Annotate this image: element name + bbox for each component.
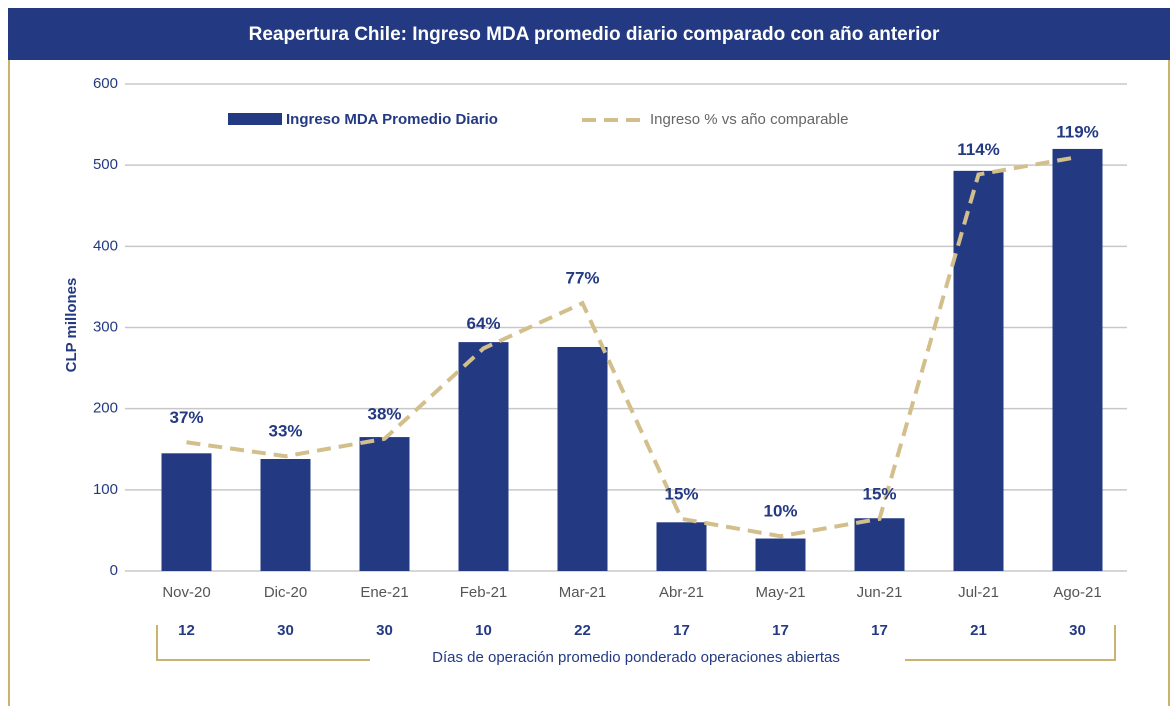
data-label: 114% [957,140,1000,159]
data-label: 77% [565,269,599,288]
y-tick-label: 100 [93,481,118,498]
legend-label: Ingreso MDA Promedio Diario [286,111,498,128]
x-tick-label: Feb-21 [460,584,508,601]
y-tick-label: 200 [93,400,118,417]
header-bar [8,8,1170,60]
bar [260,458,311,571]
data-label: 15% [664,484,698,503]
days-value: 30 [277,622,294,639]
days-caption: Días de operación promedio ponderado ope… [432,649,840,666]
y-tick-label: 400 [93,237,118,254]
data-label: 15% [862,484,896,503]
bar [1052,148,1103,571]
x-tick-label: May-21 [755,584,805,601]
days-value: 21 [970,622,987,639]
days-value: 17 [871,622,888,639]
chart-title: Reapertura Chile: Ingreso MDA promedio d… [249,24,940,45]
x-tick-label: Nov-20 [162,584,210,601]
x-tick-label: Mar-21 [559,584,607,601]
bar [854,518,905,571]
y-tick-label: 0 [110,562,118,579]
line [186,155,1078,539]
bar [359,437,410,571]
days-value: 30 [1069,622,1086,639]
days-value: 17 [772,622,789,639]
x-tick-label: Abr-21 [659,584,704,601]
bar [656,522,707,571]
y-tick-label: 600 [93,75,118,92]
data-label: 119% [1056,123,1099,142]
days-value: 17 [673,622,690,639]
bar [557,346,608,571]
days-bracket [156,625,1116,661]
days-value: 10 [475,622,492,639]
data-label: 37% [169,408,203,427]
x-tick-label: Jul-21 [958,584,999,601]
data-label: 33% [268,422,302,441]
data-label: 10% [763,502,797,521]
x-tick-label: Jun-21 [857,584,903,601]
data-label: 64% [466,314,500,333]
days-value: 22 [574,622,591,639]
bar [458,342,509,571]
x-tick-label: Ene-21 [360,584,408,601]
y-tick-label: 300 [93,318,118,335]
x-tick-label: Dic-20 [264,584,307,601]
bar [161,453,212,571]
data-label: 38% [367,404,401,423]
y-tick-label: 500 [93,156,118,173]
x-tick-label: Ago-21 [1053,584,1101,601]
y-axis-label: CLP millones [63,278,80,373]
days-value: 12 [178,622,195,639]
bar [755,538,806,571]
legend-swatch [228,113,282,125]
bar [953,170,1004,571]
days-value: 30 [376,622,393,639]
legend-label: Ingreso % vs año comparable [650,111,848,128]
